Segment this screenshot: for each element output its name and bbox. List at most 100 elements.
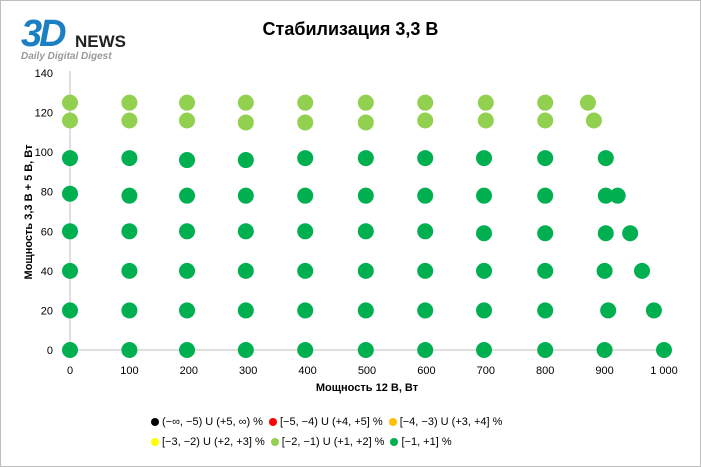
data-point — [600, 302, 617, 319]
data-point — [417, 302, 434, 319]
data-point — [121, 187, 138, 204]
legend-marker-icon — [268, 418, 277, 426]
data-point — [596, 342, 613, 358]
data-point — [179, 187, 196, 204]
y-tick-label: 120 — [35, 108, 53, 120]
data-point — [596, 262, 613, 279]
legend-label: [−5, −4) U (+4, +5] % — [279, 416, 383, 428]
data-point — [634, 262, 651, 279]
data-point — [357, 114, 374, 131]
data-point — [417, 223, 434, 240]
legend-item: [−3, −2) U (+2, +3] % — [151, 436, 265, 448]
data-point — [537, 262, 554, 279]
data-point — [237, 223, 254, 240]
data-point — [297, 262, 314, 279]
legend-marker-icon — [390, 438, 399, 446]
legend-row: [−3, −2) U (+2, +3] % [−2, −1) U (+1, +2]… — [151, 436, 551, 448]
y-tick-label: 20 — [41, 305, 53, 317]
data-point — [121, 150, 138, 167]
data-point — [297, 94, 314, 111]
data-point — [121, 223, 138, 240]
data-point — [597, 187, 614, 204]
data-point — [62, 150, 78, 167]
x-tick-label: 400 — [298, 365, 316, 377]
legend-label: (−∞, −5) U (+5, ∞) % — [162, 416, 263, 428]
data-point — [237, 114, 254, 131]
data-point — [121, 342, 138, 358]
data-point — [622, 225, 639, 242]
data-point — [62, 342, 78, 358]
data-point — [121, 94, 138, 111]
data-point — [179, 342, 196, 358]
data-point — [476, 150, 493, 167]
data-point — [417, 150, 434, 167]
data-point — [62, 262, 78, 279]
y-tick-label: 80 — [41, 187, 53, 199]
data-point — [537, 150, 554, 167]
data-point — [237, 94, 254, 111]
y-tick-label: 40 — [41, 266, 53, 278]
legend-row: (−∞, −5) U (+5, ∞) % [−5, −4) U (+4, +5] … — [151, 416, 551, 428]
data-point — [357, 187, 374, 204]
data-point — [179, 94, 196, 111]
data-point — [297, 302, 314, 319]
data-point — [179, 152, 196, 169]
data-point — [62, 94, 78, 111]
data-point — [537, 187, 554, 204]
legend-item: (−∞, −5) U (+5, ∞) % — [151, 416, 263, 428]
data-point — [357, 342, 374, 358]
data-point — [297, 150, 314, 167]
data-point — [179, 112, 196, 129]
data-point — [179, 302, 196, 319]
legend-item: [−2, −1) U (+1, +2] % — [270, 436, 384, 448]
data-point — [297, 342, 314, 358]
data-point — [477, 112, 494, 129]
legend-marker-icon — [151, 418, 159, 426]
x-tick-label: 1 000 — [650, 365, 678, 377]
y-axis-label: Мощность 3,3 В + 5 В, Вт — [23, 144, 35, 280]
legend-item: [−1, +1] % — [390, 436, 452, 448]
data-point — [237, 152, 254, 169]
y-tick-label: 60 — [41, 226, 53, 238]
data-point — [62, 112, 78, 129]
data-point — [357, 262, 374, 279]
data-point — [237, 187, 254, 204]
x-tick-label: 100 — [120, 365, 138, 377]
data-point — [417, 112, 434, 129]
data-point — [476, 342, 493, 358]
y-tick-label: 0 — [47, 345, 53, 357]
data-point — [417, 187, 434, 204]
legend-label: [−4, −3) U (+3, +4] % — [399, 416, 503, 428]
y-tick-label: 140 — [35, 68, 53, 80]
data-point — [579, 94, 596, 111]
data-point — [476, 302, 493, 319]
data-point — [537, 225, 554, 242]
x-tick-label: 500 — [358, 365, 376, 377]
data-point — [537, 112, 554, 129]
data-point — [121, 302, 138, 319]
data-point — [62, 185, 78, 202]
data-point — [179, 223, 196, 240]
logo-3dnews: 3D NEWS Daily Digital Digest — [19, 13, 144, 64]
legend-label: [−1, +1] % — [401, 436, 452, 448]
data-point — [357, 223, 374, 240]
x-tick-label: 200 — [180, 365, 198, 377]
data-point — [417, 94, 434, 111]
chart-title: Стабилизация 3,3 В — [262, 19, 439, 39]
data-point — [477, 94, 494, 111]
legend-item: [−5, −4) U (+4, +5] % — [268, 416, 383, 428]
data-point — [297, 114, 314, 131]
legend-marker-icon — [388, 418, 397, 426]
data-point — [62, 302, 78, 319]
legend-marker-icon — [270, 438, 279, 446]
x-tick-label: 300 — [239, 365, 257, 377]
data-point — [609, 187, 626, 204]
legend-marker-icon — [151, 438, 159, 446]
data-point — [656, 342, 672, 358]
x-axis-label: Мощность 12 В, Вт — [316, 382, 419, 394]
x-tick-label: 600 — [417, 365, 435, 377]
data-point — [597, 225, 614, 242]
data-point — [585, 112, 602, 129]
data-point — [179, 262, 196, 279]
